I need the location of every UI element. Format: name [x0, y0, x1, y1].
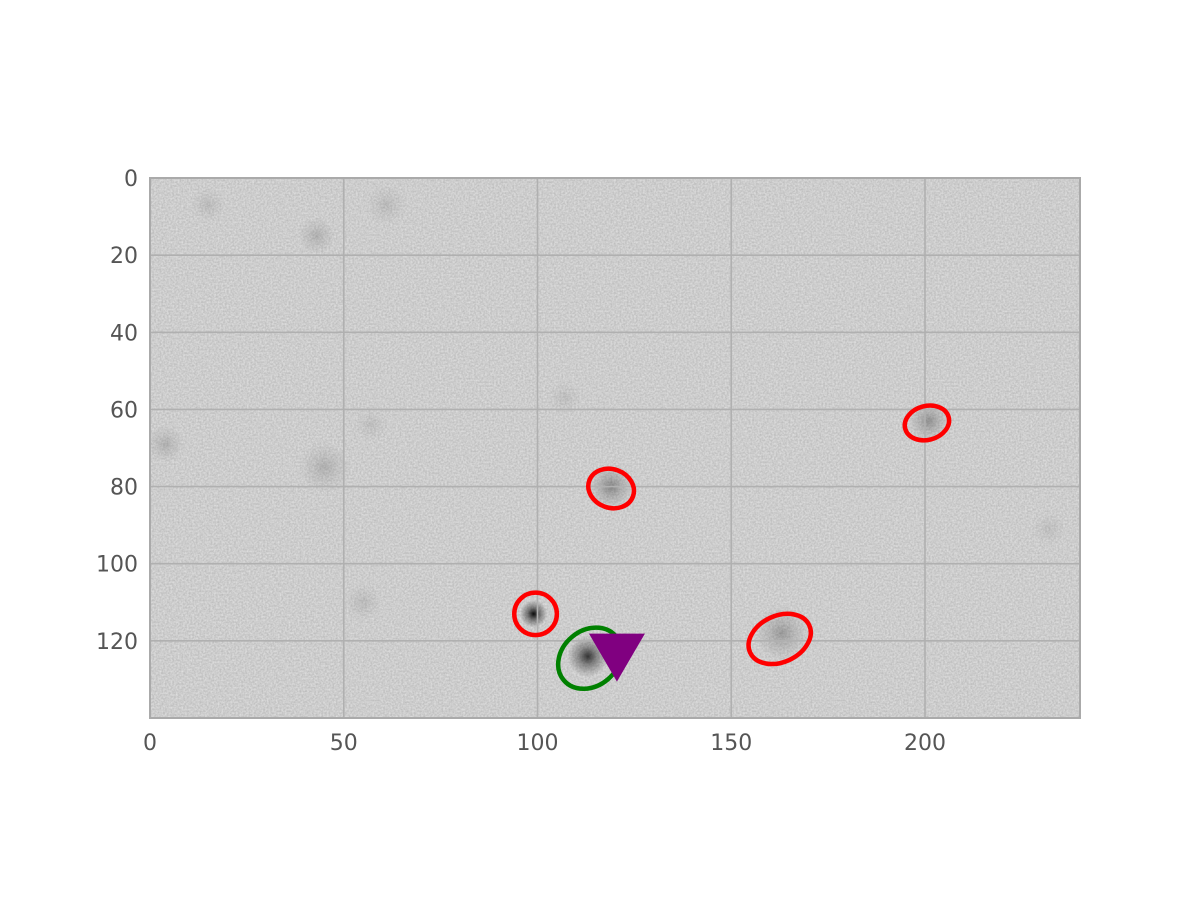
red-detection-ellipse [512, 590, 560, 638]
x-tick-label: 50 [330, 731, 358, 756]
y-tick-label: 40 [110, 321, 138, 346]
x-tick-label: 200 [904, 731, 946, 756]
y-tick-label: 60 [110, 398, 138, 423]
y-tick-label: 20 [110, 244, 138, 269]
source-blob [519, 600, 548, 628]
source-blob [298, 441, 350, 493]
triangle-marker [588, 633, 645, 682]
source-blob [1031, 511, 1067, 547]
source-blob [353, 407, 388, 442]
source-blob [191, 187, 226, 223]
annotation-layer [512, 403, 952, 692]
source-blob [150, 425, 185, 463]
source-blob [908, 400, 950, 442]
plot-frame [149, 177, 1081, 719]
y-tick-label: 100 [96, 553, 138, 578]
sources-layer [150, 184, 1067, 677]
red-detection-ellipse [902, 403, 952, 443]
x-axis-ticks: 0 50 100 150 200 [143, 731, 946, 756]
x-tick-label: 100 [517, 731, 559, 756]
source-blob [297, 217, 336, 255]
red-detection-ellipse [746, 611, 814, 667]
red-detection-ellipse [586, 466, 637, 511]
y-tick-label: 80 [110, 476, 138, 501]
x-tick-label: 150 [710, 731, 752, 756]
x-tick-label: 0 [143, 731, 157, 756]
y-tick-label: 0 [124, 167, 138, 192]
source-blob [547, 380, 582, 415]
source-blob [344, 583, 382, 622]
y-tick-label: 120 [96, 630, 138, 655]
source-blob [365, 184, 407, 226]
y-axis-ticks: 0 20 40 60 80 100 120 [96, 167, 138, 655]
